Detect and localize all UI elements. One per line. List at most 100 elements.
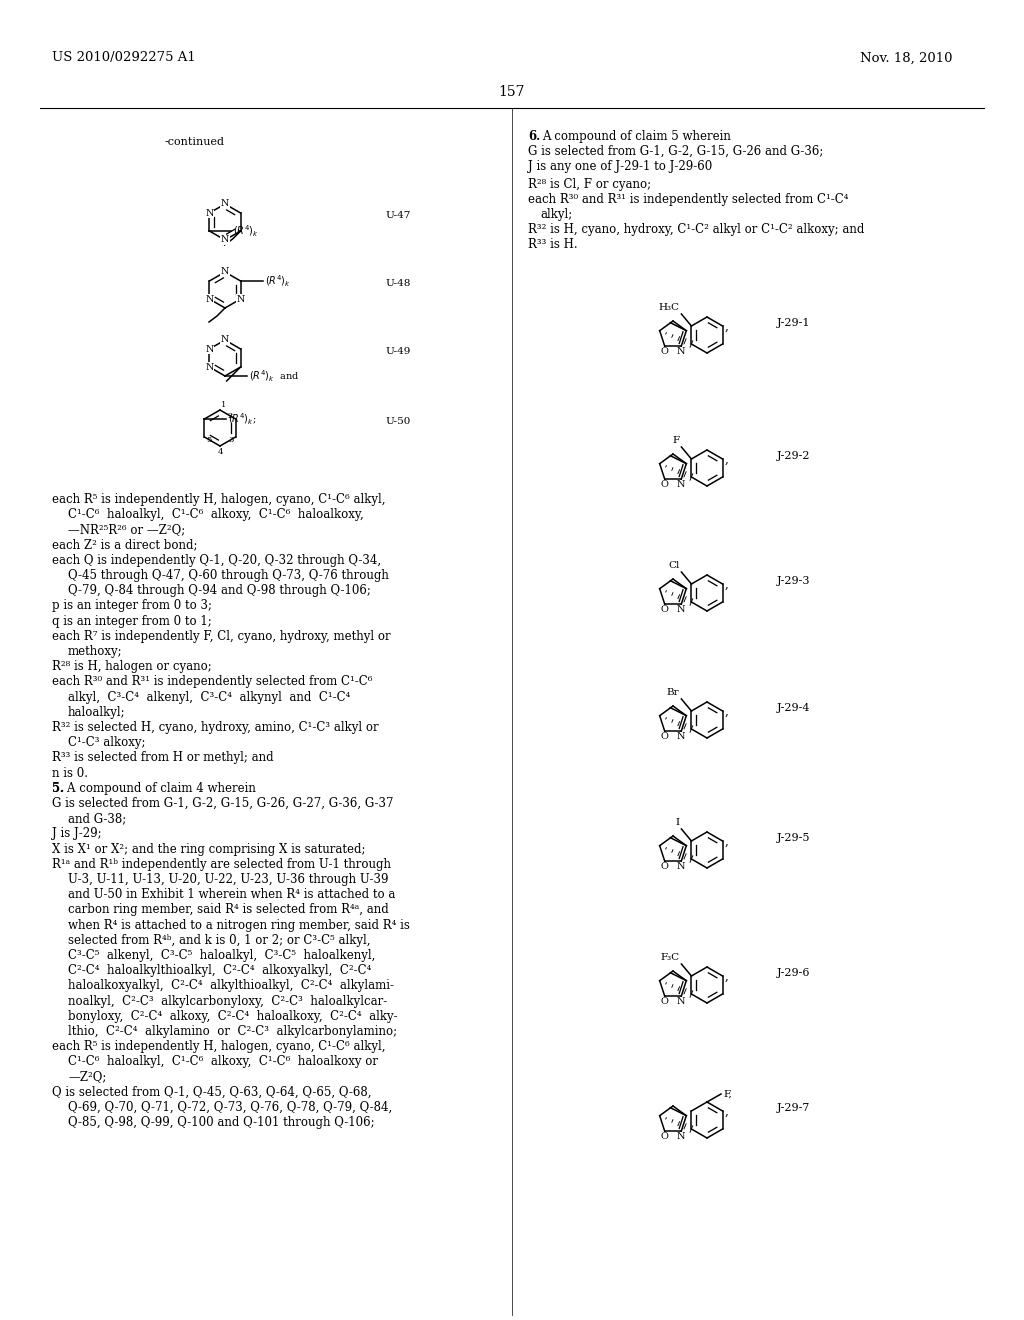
Text: bonyloxy,  C²-C⁴  alkoxy,  C²-C⁴  haloalkoxy,  C²-C⁴  alky-: bonyloxy, C²-C⁴ alkoxy, C²-C⁴ haloalkoxy… bbox=[68, 1010, 397, 1023]
Text: J-29-4: J-29-4 bbox=[777, 704, 811, 713]
Text: -continued: -continued bbox=[165, 137, 225, 147]
Text: n is 0.: n is 0. bbox=[52, 767, 88, 780]
Text: O: O bbox=[660, 998, 669, 1006]
Text: ,: , bbox=[725, 578, 728, 590]
Text: A compound of claim 5 wherein: A compound of claim 5 wherein bbox=[542, 129, 731, 143]
Text: O: O bbox=[660, 862, 669, 871]
Text: N: N bbox=[677, 862, 685, 871]
Text: N: N bbox=[221, 235, 229, 244]
Text: $(R^4)_k$: $(R^4)_k$ bbox=[233, 223, 259, 239]
Text: —Z²Q;: —Z²Q; bbox=[68, 1071, 106, 1084]
Text: J-29-5: J-29-5 bbox=[777, 833, 811, 843]
Text: H₃C: H₃C bbox=[658, 304, 679, 312]
Text: each R⁵ is independently H, halogen, cyano, C¹-C⁶ alkyl,: each R⁵ is independently H, halogen, cya… bbox=[52, 1040, 385, 1053]
Text: and U-50 in Exhibit 1 wherein when R⁴ is attached to a: and U-50 in Exhibit 1 wherein when R⁴ is… bbox=[68, 888, 395, 902]
Text: C¹-C⁶  haloalkyl,  C¹-C⁶  alkoxy,  C¹-C⁶  haloalkoxy,: C¹-C⁶ haloalkyl, C¹-C⁶ alkoxy, C¹-C⁶ hal… bbox=[68, 508, 364, 521]
Text: N: N bbox=[677, 606, 685, 614]
Text: ,: , bbox=[725, 319, 728, 333]
Text: N: N bbox=[205, 209, 214, 218]
Text: F: F bbox=[673, 436, 679, 445]
Text: each R⁵ is independently H, halogen, cyano, C¹-C⁶ alkyl,: each R⁵ is independently H, halogen, cya… bbox=[52, 492, 385, 506]
Text: $(R^4)_k$;: $(R^4)_k$; bbox=[228, 412, 257, 426]
Text: Q-45 through Q-47, Q-60 through Q-73, Q-76 through: Q-45 through Q-47, Q-60 through Q-73, Q-… bbox=[68, 569, 389, 582]
Text: G is selected from G-1, G-2, G-15, G-26 and G-36;: G is selected from G-1, G-2, G-15, G-26 … bbox=[528, 145, 823, 158]
Text: O: O bbox=[660, 733, 669, 742]
Text: O: O bbox=[660, 480, 669, 490]
Text: 4: 4 bbox=[217, 447, 223, 455]
Text: 5.: 5. bbox=[52, 781, 65, 795]
Text: 5. A compound of claim 4 wherein: 5. A compound of claim 4 wherein bbox=[52, 781, 256, 795]
Text: 3: 3 bbox=[228, 436, 233, 444]
Text: Br: Br bbox=[667, 688, 679, 697]
Text: haloalkoxyalkyl,  C²-C⁴  alkylthioalkyl,  C²-C⁴  alkylami-: haloalkoxyalkyl, C²-C⁴ alkylthioalkyl, C… bbox=[68, 979, 394, 993]
Text: U-49: U-49 bbox=[385, 346, 411, 355]
Text: ,: , bbox=[725, 705, 728, 718]
Text: N: N bbox=[677, 1133, 685, 1142]
Text: J-29-7: J-29-7 bbox=[777, 1104, 810, 1113]
Text: N: N bbox=[237, 294, 245, 304]
Text: 2: 2 bbox=[228, 412, 233, 420]
Text: ,: , bbox=[725, 969, 728, 982]
Text: each Q is independently Q-1, Q-20, Q-32 through Q-34,: each Q is independently Q-1, Q-20, Q-32 … bbox=[52, 554, 381, 566]
Text: methoxy;: methoxy; bbox=[68, 645, 123, 657]
Text: Q-85, Q-98, Q-99, Q-100 and Q-101 through Q-106;: Q-85, Q-98, Q-99, Q-100 and Q-101 throug… bbox=[68, 1117, 375, 1129]
Text: J is J-29;: J is J-29; bbox=[52, 828, 101, 841]
Text: each R³⁰ and R³¹ is independently selected from C¹-C⁶: each R³⁰ and R³¹ is independently select… bbox=[52, 676, 373, 689]
Text: N: N bbox=[205, 294, 214, 304]
Text: N: N bbox=[677, 733, 685, 742]
Text: N: N bbox=[677, 998, 685, 1006]
Text: R³³ is selected from H or methyl; and: R³³ is selected from H or methyl; and bbox=[52, 751, 273, 764]
Text: 5: 5 bbox=[207, 436, 212, 444]
Text: F,: F, bbox=[723, 1089, 732, 1098]
Text: selected from R⁴ᵇ, and k is 0, 1 or 2; or C³-C⁵ alkyl,: selected from R⁴ᵇ, and k is 0, 1 or 2; o… bbox=[68, 933, 371, 946]
Text: Q-69, Q-70, Q-71, Q-72, Q-73, Q-76, Q-78, Q-79, Q-84,: Q-69, Q-70, Q-71, Q-72, Q-73, Q-76, Q-78… bbox=[68, 1101, 392, 1114]
Text: Q is selected from Q-1, Q-45, Q-63, Q-64, Q-65, Q-68,: Q is selected from Q-1, Q-45, Q-63, Q-64… bbox=[52, 1086, 372, 1098]
Text: R²⁸ is Cl, F or cyano;: R²⁸ is Cl, F or cyano; bbox=[528, 178, 651, 190]
Text: Q-79, Q-84 through Q-94 and Q-98 through Q-106;: Q-79, Q-84 through Q-94 and Q-98 through… bbox=[68, 585, 371, 597]
Text: X is X¹ or X²; and the ring comprising X is saturated;: X is X¹ or X²; and the ring comprising X… bbox=[52, 842, 366, 855]
Text: and G-38;: and G-38; bbox=[68, 812, 126, 825]
Text: N: N bbox=[677, 347, 685, 356]
Text: carbon ring member, said R⁴ is selected from R⁴ᵃ, and: carbon ring member, said R⁴ is selected … bbox=[68, 903, 389, 916]
Text: —NR²⁵R²⁶ or —Z²Q;: —NR²⁵R²⁶ or —Z²Q; bbox=[68, 524, 185, 536]
Text: when R⁴ is attached to a nitrogen ring member, said R⁴ is: when R⁴ is attached to a nitrogen ring m… bbox=[68, 919, 410, 932]
Text: Nov. 18, 2010: Nov. 18, 2010 bbox=[860, 51, 952, 65]
Text: ,: , bbox=[725, 453, 728, 466]
Text: O: O bbox=[660, 606, 669, 614]
Text: C¹-C³ alkoxy;: C¹-C³ alkoxy; bbox=[68, 737, 145, 750]
Text: 6.: 6. bbox=[528, 129, 541, 143]
Text: O: O bbox=[660, 1133, 669, 1142]
Text: U-48: U-48 bbox=[385, 279, 411, 288]
Text: p is an integer from 0 to 3;: p is an integer from 0 to 3; bbox=[52, 599, 212, 612]
Text: J-29-2: J-29-2 bbox=[777, 451, 811, 461]
Text: q is an integer from 0 to 1;: q is an integer from 0 to 1; bbox=[52, 615, 212, 627]
Text: N: N bbox=[677, 480, 685, 490]
Text: $(R^4)_k$: $(R^4)_k$ bbox=[264, 273, 291, 289]
Text: O: O bbox=[660, 347, 669, 356]
Text: haloalkyl;: haloalkyl; bbox=[68, 706, 126, 719]
Text: C¹-C⁶  haloalkyl,  C¹-C⁶  alkoxy,  C¹-C⁶  haloalkoxy or: C¹-C⁶ haloalkyl, C¹-C⁶ alkoxy, C¹-C⁶ hal… bbox=[68, 1056, 378, 1068]
Text: R¹ᵃ and R¹ᵇ independently are selected from U-1 through: R¹ᵃ and R¹ᵇ independently are selected f… bbox=[52, 858, 391, 871]
Text: each Z² is a direct bond;: each Z² is a direct bond; bbox=[52, 539, 198, 552]
Text: R³² is selected H, cyano, hydroxy, amino, C¹-C³ alkyl or: R³² is selected H, cyano, hydroxy, amino… bbox=[52, 721, 379, 734]
Text: lthio,  C²-C⁴  alkylamino  or  C²-C³  alkylcarbonylamino;: lthio, C²-C⁴ alkylamino or C²-C³ alkylca… bbox=[68, 1026, 397, 1038]
Text: each R³⁰ and R³¹ is independently selected from C¹-C⁴: each R³⁰ and R³¹ is independently select… bbox=[528, 193, 849, 206]
Text: ,: , bbox=[725, 1105, 728, 1118]
Text: J-29-3: J-29-3 bbox=[777, 576, 811, 586]
Text: N: N bbox=[221, 199, 229, 209]
Text: 157: 157 bbox=[499, 84, 525, 99]
Text: C³-C⁵  alkenyl,  C³-C⁵  haloalkyl,  C³-C⁵  haloalkenyl,: C³-C⁵ alkenyl, C³-C⁵ haloalkyl, C³-C⁵ ha… bbox=[68, 949, 376, 962]
Text: N: N bbox=[221, 335, 229, 345]
Text: N: N bbox=[221, 268, 229, 276]
Text: noalkyl,  C²-C³  alkylcarbonyloxy,  C²-C³  haloalkylcar-: noalkyl, C²-C³ alkylcarbonyloxy, C²-C³ h… bbox=[68, 994, 387, 1007]
Text: N: N bbox=[205, 363, 214, 371]
Text: I: I bbox=[675, 818, 679, 828]
Text: 1: 1 bbox=[221, 401, 226, 409]
Text: R³² is H, cyano, hydroxy, C¹-C² alkyl or C¹-C² alkoxy; and: R³² is H, cyano, hydroxy, C¹-C² alkyl or… bbox=[528, 223, 864, 236]
Text: alkyl;: alkyl; bbox=[540, 209, 572, 220]
Text: U-50: U-50 bbox=[385, 417, 411, 425]
Text: F₃C: F₃C bbox=[660, 953, 679, 962]
Text: Cl: Cl bbox=[668, 561, 679, 570]
Text: US 2010/0292275 A1: US 2010/0292275 A1 bbox=[52, 51, 196, 65]
Text: R³³ is H.: R³³ is H. bbox=[528, 239, 578, 251]
